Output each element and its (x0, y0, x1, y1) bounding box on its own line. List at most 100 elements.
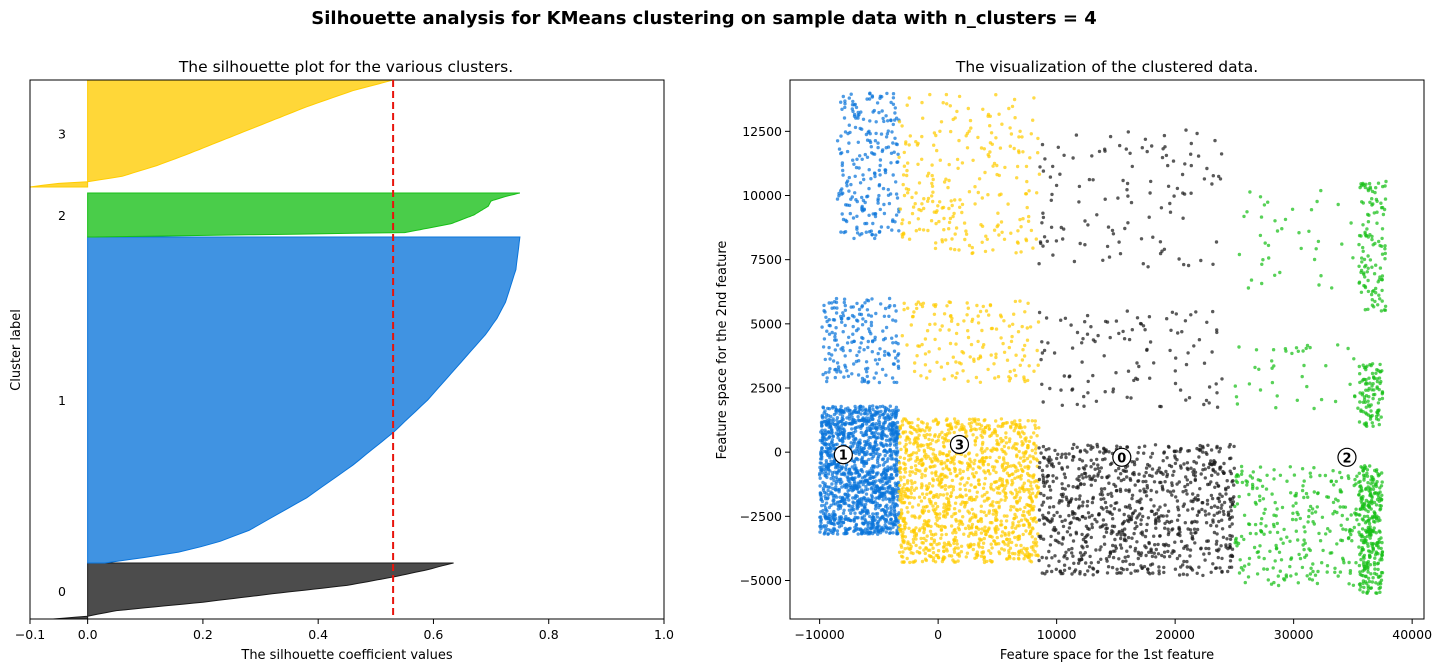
scatter-point (830, 440, 834, 445)
scatter-point (1080, 459, 1085, 463)
scatter-point (952, 455, 957, 459)
scatter-point (1153, 443, 1158, 447)
scatter-point (1180, 172, 1185, 177)
scatter-point (1045, 239, 1050, 243)
scatter-point (1270, 492, 1274, 496)
scatter-point (852, 507, 856, 512)
scatter-point (1090, 525, 1095, 530)
scatter-point (894, 340, 898, 345)
scatter-point (870, 485, 874, 490)
scatter-point (981, 440, 985, 445)
scatter-point (976, 321, 981, 325)
scatter-point (976, 357, 981, 361)
scatter-point (1111, 543, 1115, 548)
scatter-point (875, 101, 880, 105)
scatter-point (1190, 507, 1195, 511)
scatter-point (839, 100, 843, 104)
scatter-point (1247, 556, 1252, 561)
scatter-point (883, 349, 887, 354)
scatter-point (1250, 482, 1255, 487)
scatter-point (992, 161, 997, 166)
scatter-point (832, 318, 837, 322)
scatter-point (1197, 455, 1201, 459)
scatter-point (837, 191, 841, 196)
scatter-point (855, 301, 859, 306)
scatter-point (1215, 391, 1219, 395)
scatter-point (867, 97, 872, 101)
scatter-point (838, 438, 843, 442)
scatter-point (1150, 554, 1155, 559)
scatter-point (1274, 543, 1278, 548)
scatter-point (914, 543, 918, 548)
scatter-point (1013, 426, 1018, 430)
scatter-point (1168, 490, 1173, 494)
scatter-point (874, 504, 878, 508)
scatter-point (1210, 182, 1214, 186)
scatter-point (818, 438, 822, 443)
scatter-point (1004, 441, 1009, 445)
scatter-point (927, 171, 931, 175)
scatter-point (1014, 447, 1019, 451)
scatter-point (1040, 351, 1045, 355)
scatter-point (946, 507, 951, 511)
scatter-point (1027, 490, 1031, 494)
scatter-point (852, 517, 856, 521)
scatter-point (944, 532, 948, 537)
scatter-point (1307, 508, 1311, 513)
scatter-point (868, 410, 873, 415)
scatter-point (1044, 556, 1049, 560)
scatter-point (1199, 472, 1203, 476)
scatter-point (1072, 259, 1077, 264)
scatter-point (1026, 301, 1030, 305)
scatter-point (845, 341, 850, 345)
scatter-point (880, 149, 884, 154)
scatter-point (1054, 476, 1059, 480)
scatter-point (995, 500, 999, 505)
scatter-point (853, 174, 857, 178)
scatter-point (1110, 524, 1115, 528)
scatter-point (893, 426, 897, 431)
scatter-point (1056, 145, 1061, 149)
scatter-point (831, 417, 835, 421)
scatter-point (1152, 361, 1156, 365)
scatter-point (916, 300, 920, 304)
scatter-point (1154, 490, 1159, 494)
scatter-point (1002, 548, 1006, 552)
scatter-point (1024, 436, 1028, 440)
scatter-point (1115, 488, 1119, 493)
scatter-point (1067, 513, 1071, 518)
scatter-point (936, 459, 940, 463)
scatter-point (1100, 475, 1104, 480)
scatter-point (967, 190, 972, 194)
scatter-point (1296, 538, 1300, 542)
scatter-point (1307, 577, 1312, 581)
scatter-point (868, 140, 873, 145)
scatter-point (1348, 527, 1352, 532)
scatter-point (920, 157, 924, 161)
scatter-point (1219, 465, 1223, 469)
scatter-point (984, 513, 988, 518)
scatter-point (823, 516, 828, 520)
scatter-point (1018, 435, 1023, 439)
scatter-point (859, 447, 863, 452)
scatter-point (909, 465, 914, 470)
scatter-point (979, 538, 984, 542)
scatter-point (917, 433, 921, 437)
scatter-point (932, 456, 936, 460)
scatter-point (915, 306, 919, 311)
scatter-point (847, 335, 851, 339)
scatter-point (838, 370, 843, 374)
scatter-point (1070, 512, 1075, 516)
scatter-point (1117, 331, 1121, 336)
scatter-point (974, 471, 978, 475)
scatter-point (960, 210, 964, 215)
scatter-point (825, 329, 829, 333)
scatter-point (933, 434, 937, 438)
scatter-point (1051, 464, 1056, 469)
scatter-point (1029, 480, 1033, 485)
scatter-point (959, 544, 964, 548)
scatter-point (950, 478, 955, 483)
scatter-point (925, 422, 929, 426)
scatter-point (971, 433, 975, 437)
scatter-point (928, 465, 933, 469)
